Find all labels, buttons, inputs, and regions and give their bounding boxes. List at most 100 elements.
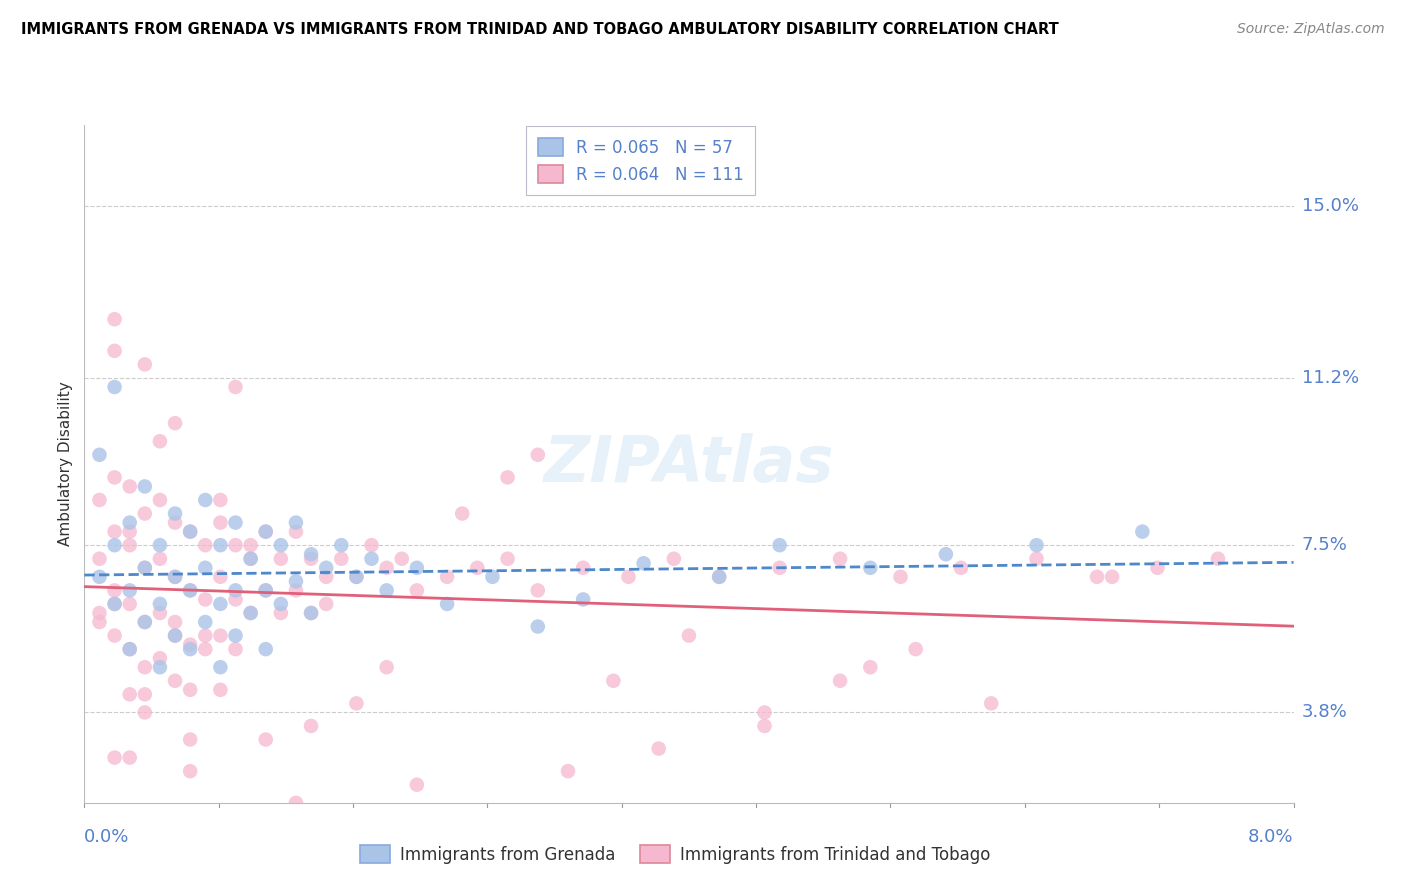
Point <box>315 597 337 611</box>
Point <box>165 507 187 521</box>
Point <box>950 561 973 575</box>
Point <box>118 597 141 611</box>
Point <box>104 524 127 539</box>
Point <box>104 380 127 394</box>
Point <box>527 619 550 633</box>
Point <box>1025 538 1047 552</box>
Point <box>360 538 382 552</box>
Point <box>118 516 141 530</box>
Point <box>375 660 398 674</box>
Point <box>769 561 792 575</box>
Point <box>165 673 187 688</box>
Point <box>134 687 156 701</box>
Point <box>270 597 292 611</box>
Point <box>134 358 156 372</box>
Point <box>194 493 217 508</box>
Point <box>436 570 458 584</box>
Point <box>406 778 429 792</box>
Text: 15.0%: 15.0% <box>1302 197 1358 215</box>
Text: IMMIGRANTS FROM GRENADA VS IMMIGRANTS FROM TRINIDAD AND TOBAGO AMBULATORY DISABI: IMMIGRANTS FROM GRENADA VS IMMIGRANTS FR… <box>21 22 1059 37</box>
Point <box>1025 551 1047 566</box>
Point <box>134 561 156 575</box>
Point <box>980 697 1002 711</box>
Point <box>104 597 127 611</box>
Point <box>1132 524 1154 539</box>
Point <box>179 682 201 697</box>
Point <box>225 538 247 552</box>
Point <box>118 642 141 657</box>
Point <box>149 660 172 674</box>
Point <box>179 764 201 779</box>
Point <box>270 551 292 566</box>
Point <box>662 551 685 566</box>
Point <box>496 470 519 484</box>
Point <box>104 470 127 484</box>
Point <box>225 516 247 530</box>
Point <box>709 570 731 584</box>
Point <box>118 687 141 701</box>
Point <box>104 583 127 598</box>
Point <box>179 732 201 747</box>
Point <box>754 719 776 733</box>
Text: 7.5%: 7.5% <box>1302 536 1348 554</box>
Point <box>118 642 141 657</box>
Point <box>481 570 503 584</box>
Point <box>165 629 187 643</box>
Point <box>647 741 671 756</box>
Point <box>375 561 398 575</box>
Point <box>104 312 127 326</box>
Point <box>149 551 172 566</box>
Point <box>104 597 127 611</box>
Point <box>104 750 127 764</box>
Point <box>572 592 595 607</box>
Point <box>225 629 247 643</box>
Point <box>859 561 882 575</box>
Point <box>315 570 337 584</box>
Point <box>299 719 322 733</box>
Point <box>284 574 308 589</box>
Point <box>134 615 156 629</box>
Point <box>209 538 232 552</box>
Point <box>254 583 277 598</box>
Text: 0.0%: 0.0% <box>84 828 129 846</box>
Point <box>89 551 111 566</box>
Point <box>346 570 368 584</box>
Point <box>557 764 579 779</box>
Point <box>134 706 156 720</box>
Point <box>209 516 232 530</box>
Point <box>270 538 292 552</box>
Point <box>89 448 111 462</box>
Text: 8.0%: 8.0% <box>1249 828 1294 846</box>
Point <box>602 673 624 688</box>
Point <box>375 583 398 598</box>
Point <box>527 448 550 462</box>
Point <box>104 538 127 552</box>
Point <box>678 629 700 643</box>
Point <box>284 516 308 530</box>
Point <box>436 597 458 611</box>
Text: ZIPAtlas: ZIPAtlas <box>544 433 834 495</box>
Point <box>239 538 262 552</box>
Point <box>179 583 201 598</box>
Point <box>134 507 156 521</box>
Point <box>194 642 217 657</box>
Point <box>1206 551 1229 566</box>
Point <box>104 629 127 643</box>
Legend: R = 0.065   N = 57, R = 0.064   N = 111: R = 0.065 N = 57, R = 0.064 N = 111 <box>526 127 755 195</box>
Point <box>165 416 187 430</box>
Point <box>527 583 550 598</box>
Point <box>149 493 172 508</box>
Point <box>284 583 308 598</box>
Point <box>149 651 172 665</box>
Point <box>254 524 277 539</box>
Point <box>406 561 429 575</box>
Point <box>617 570 640 584</box>
Point <box>134 561 156 575</box>
Point <box>179 583 201 598</box>
Point <box>179 524 201 539</box>
Point <box>209 682 232 697</box>
Point <box>830 551 852 566</box>
Point <box>165 570 187 584</box>
Point <box>1085 570 1108 584</box>
Point <box>149 538 172 552</box>
